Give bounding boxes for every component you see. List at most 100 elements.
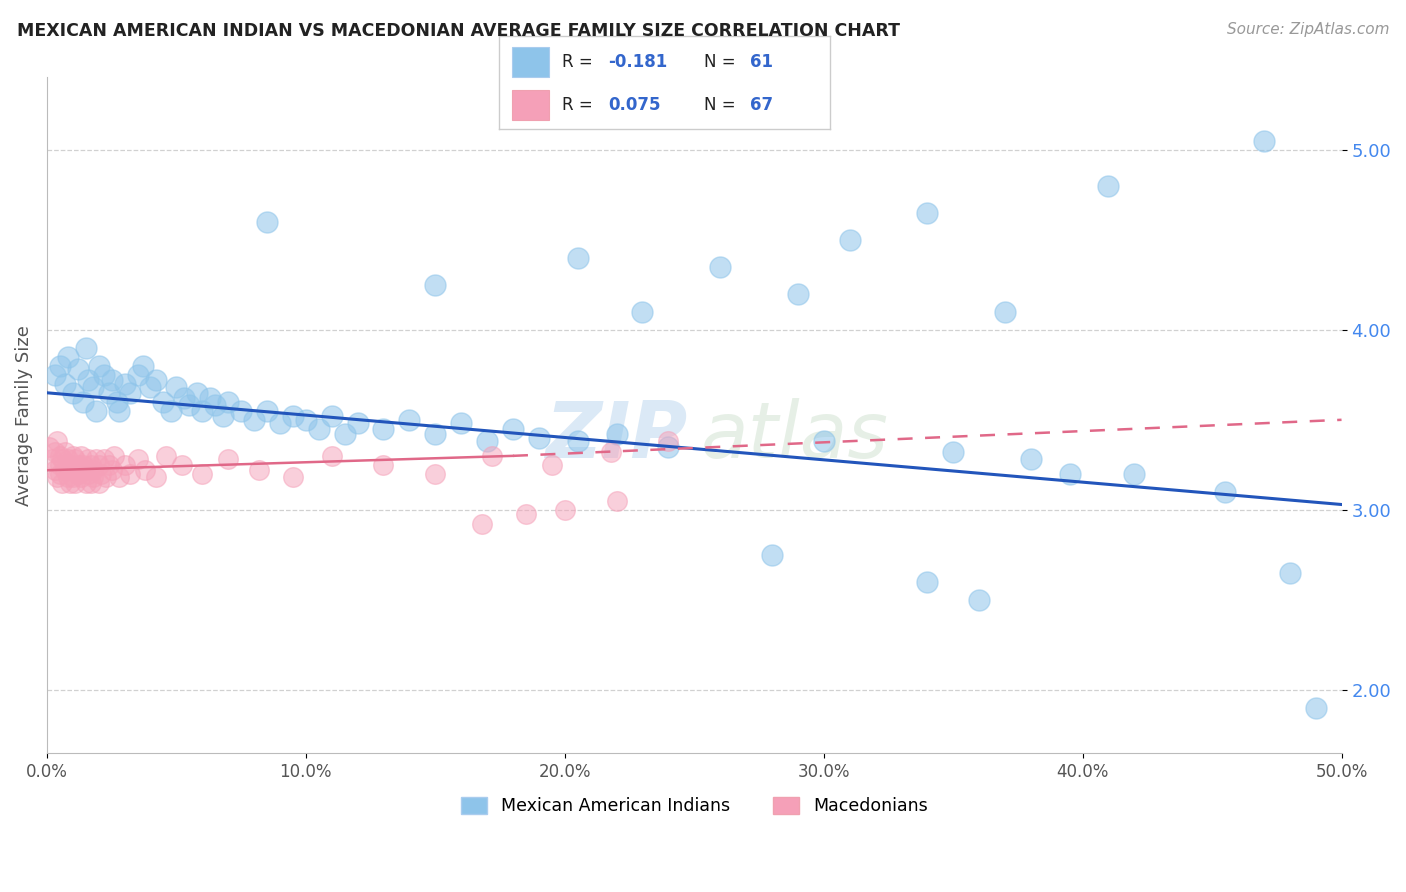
- Point: [600, 445, 623, 459]
- Text: MEXICAN AMERICAN INDIAN VS MACEDONIAN AVERAGE FAMILY SIZE CORRELATION CHART: MEXICAN AMERICAN INDIAN VS MACEDONIAN AV…: [17, 22, 900, 40]
- Point: [657, 434, 679, 449]
- Point: [127, 452, 149, 467]
- Point: [321, 449, 343, 463]
- Point: [527, 431, 550, 445]
- Point: [1059, 467, 1081, 481]
- Point: [100, 463, 122, 477]
- Point: [77, 467, 100, 481]
- Point: [1097, 178, 1119, 193]
- Text: atlas: atlas: [700, 398, 889, 474]
- Point: [942, 445, 965, 459]
- Point: [191, 404, 214, 418]
- Point: [82, 470, 104, 484]
- Point: [44, 368, 66, 382]
- Point: [554, 503, 576, 517]
- Point: [212, 409, 235, 424]
- Point: [155, 449, 177, 463]
- Point: [281, 409, 304, 424]
- Point: [75, 341, 97, 355]
- Point: [118, 385, 141, 400]
- Text: -0.181: -0.181: [609, 53, 668, 70]
- FancyBboxPatch shape: [512, 47, 548, 77]
- Point: [98, 458, 121, 472]
- Point: [709, 260, 731, 274]
- Text: 0.075: 0.075: [609, 96, 661, 114]
- Point: [1305, 701, 1327, 715]
- Legend: Mexican American Indians, Macedonians: Mexican American Indians, Macedonians: [454, 789, 935, 822]
- Point: [1019, 452, 1042, 467]
- Point: [51, 452, 73, 467]
- Point: [605, 427, 627, 442]
- Point: [567, 434, 589, 449]
- Point: [41, 452, 63, 467]
- Point: [605, 494, 627, 508]
- Point: [502, 422, 524, 436]
- Point: [425, 277, 447, 292]
- Point: [90, 467, 112, 481]
- Point: [308, 422, 330, 436]
- Point: [134, 463, 156, 477]
- Point: [49, 458, 72, 472]
- Point: [333, 427, 356, 442]
- Point: [72, 394, 94, 409]
- Point: [217, 452, 239, 467]
- Point: [46, 434, 69, 449]
- Point: [786, 286, 808, 301]
- Point: [77, 452, 100, 467]
- Point: [49, 449, 72, 463]
- Point: [62, 385, 84, 400]
- Point: [77, 373, 100, 387]
- Point: [53, 445, 76, 459]
- Point: [49, 359, 72, 373]
- Point: [82, 463, 104, 477]
- Text: 61: 61: [751, 53, 773, 70]
- Text: N =: N =: [704, 96, 735, 114]
- Text: 67: 67: [751, 96, 773, 114]
- Text: Source: ZipAtlas.com: Source: ZipAtlas.com: [1226, 22, 1389, 37]
- Point: [51, 475, 73, 490]
- Point: [46, 470, 69, 484]
- Point: [65, 452, 87, 467]
- Point: [915, 205, 938, 219]
- Point: [256, 214, 278, 228]
- Point: [53, 376, 76, 391]
- Point: [145, 373, 167, 387]
- Point: [915, 574, 938, 589]
- Point: [56, 452, 79, 467]
- Point: [145, 470, 167, 484]
- Point: [657, 440, 679, 454]
- Point: [62, 470, 84, 484]
- Point: [173, 391, 195, 405]
- Point: [198, 391, 221, 405]
- Point: [139, 380, 162, 394]
- FancyBboxPatch shape: [512, 90, 548, 120]
- Point: [62, 449, 84, 463]
- Point: [1253, 134, 1275, 148]
- Point: [1213, 484, 1236, 499]
- Point: [87, 359, 110, 373]
- Point: [84, 404, 107, 418]
- Point: [93, 368, 115, 382]
- Point: [471, 517, 494, 532]
- Point: [105, 394, 128, 409]
- Point: [82, 380, 104, 394]
- Point: [66, 362, 89, 376]
- Point: [281, 470, 304, 484]
- Point: [62, 463, 84, 477]
- Point: [152, 394, 174, 409]
- Point: [44, 445, 66, 459]
- Y-axis label: Average Family Size: Average Family Size: [15, 325, 32, 506]
- Point: [450, 417, 472, 431]
- Point: [540, 458, 562, 472]
- Point: [108, 404, 131, 418]
- Point: [247, 463, 270, 477]
- Point: [114, 376, 136, 391]
- Point: [56, 470, 79, 484]
- Point: [59, 475, 82, 490]
- Point: [1278, 566, 1301, 580]
- Point: [321, 409, 343, 424]
- Text: R =: R =: [562, 53, 593, 70]
- Point: [160, 404, 183, 418]
- Point: [75, 463, 97, 477]
- Point: [373, 422, 395, 436]
